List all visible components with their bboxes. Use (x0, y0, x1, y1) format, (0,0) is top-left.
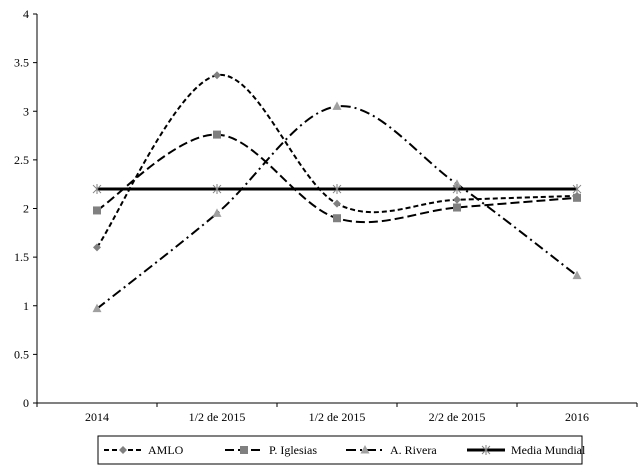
legend-label: Media Mundial (511, 443, 586, 457)
x-tick-label: 2014 (85, 410, 109, 424)
data-point (333, 199, 341, 208)
y-tick-label: 1.5 (14, 250, 29, 264)
legend-marker (481, 445, 491, 455)
legend: AMLO P. Iglesias A. Rivera Media Mundial (97, 435, 586, 465)
legend-entry: P. Iglesias (225, 443, 317, 457)
y-tick-label: 4 (23, 7, 29, 21)
x-tick-label: 1/2 de 2015 (309, 410, 366, 424)
series-line (96, 105, 578, 310)
y-tick-label: 3 (23, 104, 29, 118)
legend-entry: Media Mundial (467, 443, 586, 457)
data-point (573, 193, 581, 202)
x-tick-label: 1/2 de 2015 (189, 410, 246, 424)
y-tick-label: 2 (23, 202, 29, 216)
series-p-iglesias (93, 130, 581, 224)
data-point (212, 208, 222, 217)
data-point (452, 179, 462, 188)
data-point (213, 71, 221, 80)
legend-label: A. Rivera (390, 443, 437, 457)
legend-entry: AMLO (104, 443, 184, 457)
data-point (213, 130, 221, 139)
data-point (93, 206, 101, 215)
data-point (572, 270, 582, 280)
legend-marker (119, 446, 127, 454)
y-tick-label: 0.5 (14, 347, 29, 361)
legend-marker (360, 445, 370, 454)
axes (36, 14, 637, 404)
data-point (453, 195, 461, 204)
legend-label: P. Iglesias (269, 443, 317, 457)
data-point (333, 214, 341, 223)
y-tick-label: 1 (23, 299, 29, 313)
series-line (96, 133, 578, 224)
series-a-rivera (92, 101, 582, 313)
legend-entry: A. Rivera (346, 443, 437, 457)
y-tick-label: 2.5 (14, 153, 29, 167)
series-media-mundial (92, 184, 582, 195)
data-point (332, 101, 342, 110)
x-tick-label: 2016 (565, 410, 589, 424)
series-layer (92, 71, 582, 313)
data-point (452, 184, 462, 195)
y-axis-ticks: 0 0.5 1 1.5 2 2.5 3 3.5 4 (14, 7, 37, 410)
x-tick-label: 2/2 de 2015 (429, 410, 486, 424)
data-point (92, 303, 102, 313)
y-tick-label: 0 (23, 396, 29, 410)
data-point (92, 184, 102, 195)
data-point (332, 184, 342, 195)
y-tick-label: 3.5 (14, 56, 29, 70)
x-axis-ticks: 2014 1/2 de 2015 1/2 de 2015 2/2 de 2015 201… (36, 403, 638, 424)
data-point (93, 243, 101, 252)
data-point (572, 184, 582, 195)
data-point (212, 184, 222, 195)
legend-label: AMLO (148, 443, 184, 457)
legend-marker (240, 446, 248, 454)
series-amlo (93, 71, 581, 252)
data-point (453, 203, 461, 212)
